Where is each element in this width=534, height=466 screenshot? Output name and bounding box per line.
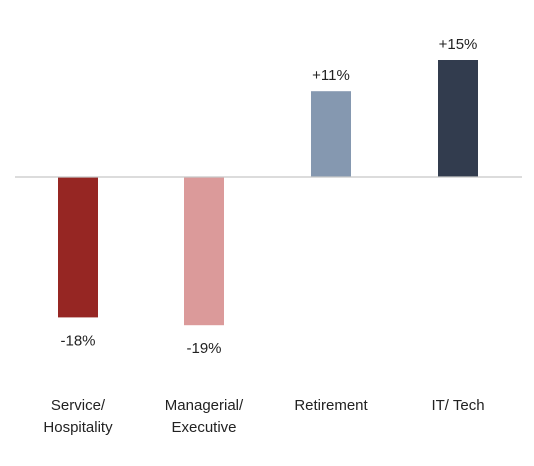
bar bbox=[438, 60, 478, 177]
category-label: Hospitality bbox=[43, 419, 113, 436]
category-label: Managerial/ bbox=[165, 397, 244, 414]
category-label: Service/ bbox=[51, 397, 106, 414]
bar bbox=[311, 91, 351, 177]
data-label: +15% bbox=[439, 36, 478, 53]
category-labels: Service/Hospitality Managerial/Executive R… bbox=[43, 397, 484, 436]
category-label: IT/ Tech bbox=[431, 397, 484, 414]
bar bbox=[58, 177, 98, 318]
data-label: +11% bbox=[312, 67, 350, 84]
category-label: Retirement bbox=[294, 397, 368, 414]
bar bbox=[184, 177, 224, 326]
data-label: -19% bbox=[186, 340, 221, 357]
bars bbox=[58, 60, 478, 326]
category-label: Executive bbox=[171, 419, 236, 436]
data-label: -18% bbox=[60, 332, 95, 349]
data-labels: -18% -19% +11% +15% bbox=[60, 36, 477, 357]
